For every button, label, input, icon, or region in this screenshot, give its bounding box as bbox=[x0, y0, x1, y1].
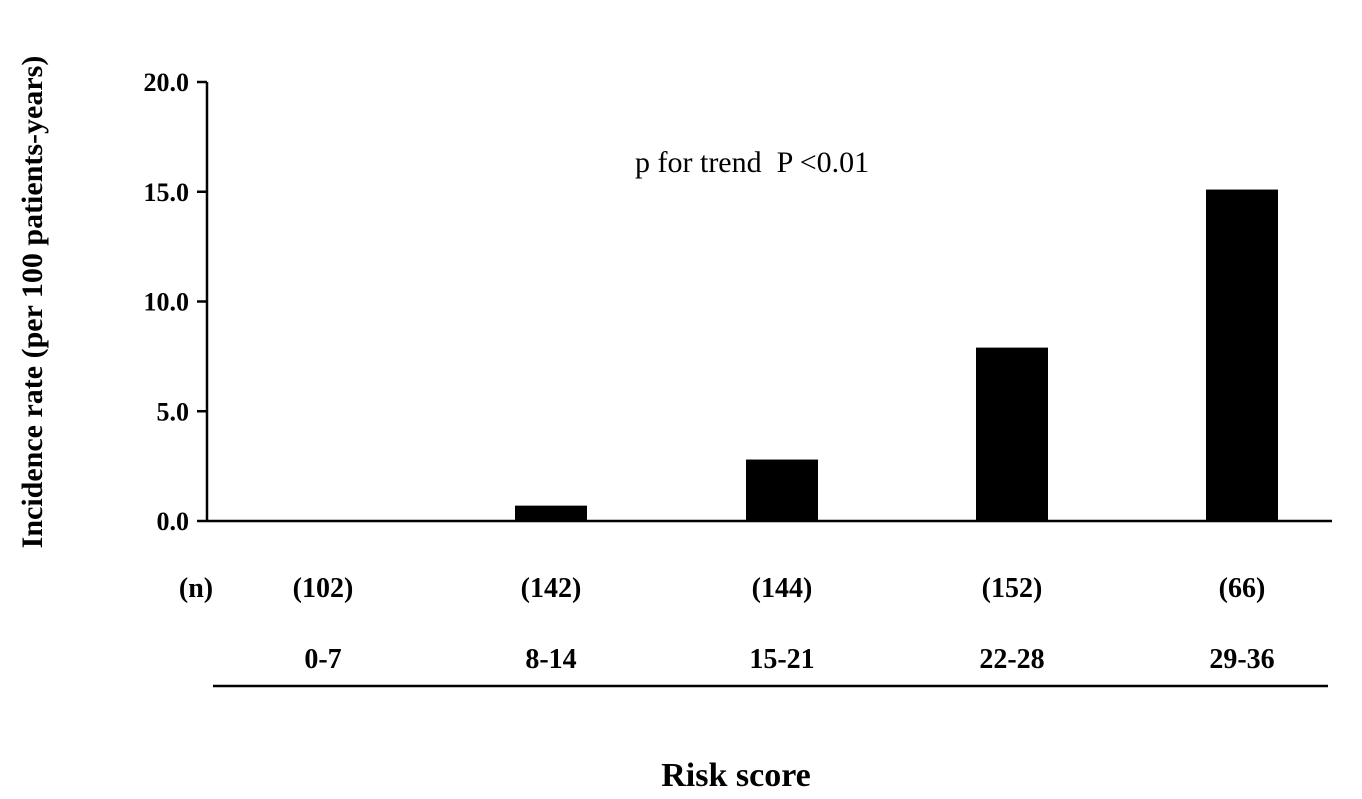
bar-29-36 bbox=[1206, 189, 1278, 521]
category-label: 0-7 bbox=[304, 644, 341, 675]
trend-annotation: p for trend P <0.01 bbox=[635, 146, 869, 179]
n-label: (144) bbox=[752, 573, 813, 604]
y-tick-label: 10.0 bbox=[144, 288, 190, 317]
bar-8-14 bbox=[515, 505, 587, 521]
bar-15-21 bbox=[746, 459, 818, 521]
n-label: (66) bbox=[1219, 573, 1266, 604]
y-tick-label: 20.0 bbox=[144, 68, 190, 97]
bars bbox=[515, 189, 1278, 521]
category-label: 8-14 bbox=[525, 644, 576, 675]
x-axis-title: Risk score bbox=[661, 757, 811, 794]
category-label: 15-21 bbox=[749, 644, 814, 675]
y-tick-label: 5.0 bbox=[157, 397, 190, 426]
category-label: 22-28 bbox=[979, 644, 1044, 675]
y-axis: 0.0 5.0 10.0 15.0 20.0 bbox=[144, 68, 209, 536]
n-label: (102) bbox=[293, 573, 354, 604]
y-tick-label: 0.0 bbox=[157, 507, 190, 536]
y-axis-label: Incidence rate (per 100 patients-years) bbox=[16, 56, 49, 549]
category-label: 29-36 bbox=[1209, 644, 1274, 675]
n-label: (152) bbox=[982, 573, 1043, 604]
n-label: (142) bbox=[521, 573, 582, 604]
y-tick-label: 15.0 bbox=[144, 178, 190, 207]
bar-22-28 bbox=[976, 347, 1048, 521]
labels: (102) (142) (144) (152) (66) 0-7 8-14 15-21 22-2… bbox=[293, 573, 1275, 675]
n-header: (n) bbox=[179, 573, 213, 604]
